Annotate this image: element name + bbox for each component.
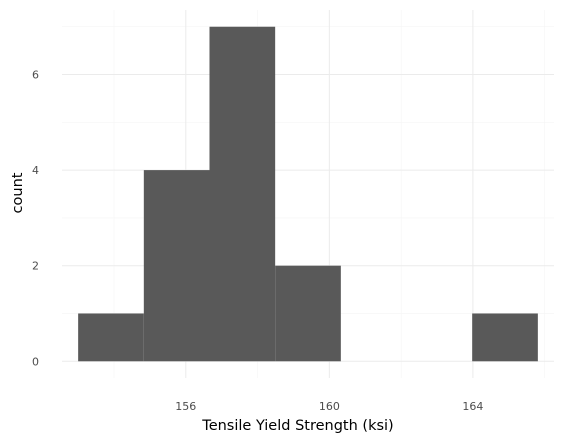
y-tick-labels: 0 2 4 6	[32, 69, 39, 369]
y-tick-label: 0	[32, 355, 39, 368]
x-axis-title: Tensile Yield Strength (ksi)	[201, 418, 393, 434]
histogram-bar	[143, 170, 210, 362]
histogram-bar	[209, 26, 276, 362]
y-tick-label: 2	[32, 260, 39, 273]
y-axis-title: count	[10, 172, 26, 213]
histogram-bar	[275, 265, 341, 362]
x-tick-labels: 156 160 164	[175, 400, 483, 413]
y-tick-label: 6	[32, 69, 39, 82]
bars-layer	[78, 26, 538, 362]
x-tick-label: 160	[319, 400, 340, 413]
x-tick-label: 156	[175, 400, 196, 413]
histogram-bar	[78, 313, 144, 362]
x-tick-label: 164	[462, 400, 483, 413]
histogram-bar	[472, 313, 538, 362]
y-tick-label: 4	[32, 164, 39, 177]
